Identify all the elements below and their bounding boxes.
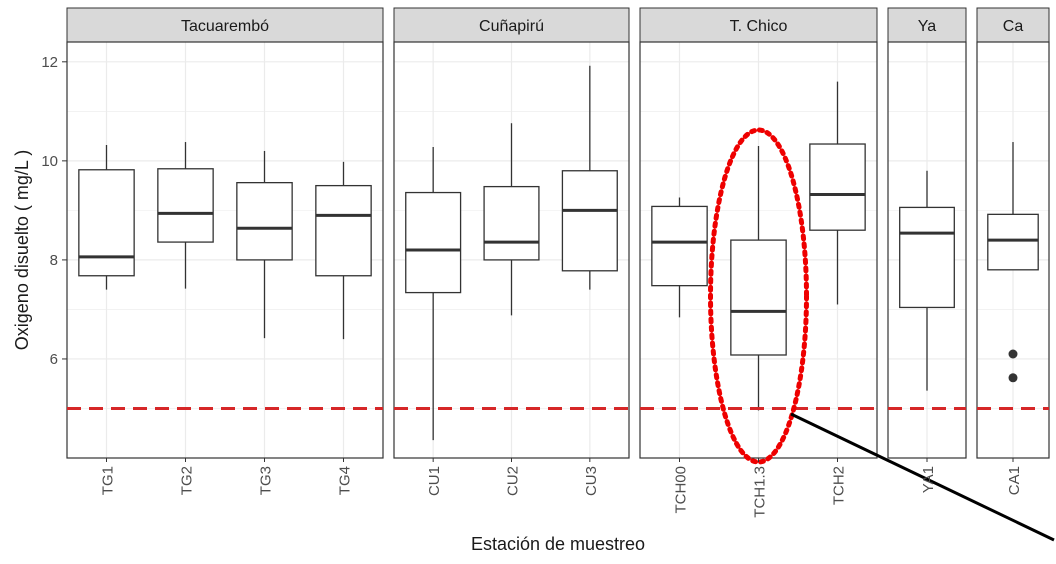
box-iqr	[78, 169, 135, 277]
box-TG4	[315, 161, 372, 340]
box-TCH1.3	[730, 146, 787, 411]
axes-layer: TG1 TG2 TG3 TG4 CU1 CU2 CU3 TCH00 TCH1.3 TCH2 YA1 C…	[12, 54, 1023, 554]
box-iqr	[236, 181, 293, 261]
box-iqr	[899, 206, 955, 309]
y-tick-label: 8	[50, 252, 58, 269]
facet-strip-label: Ca	[1003, 18, 1024, 35]
box-TG2	[157, 142, 214, 289]
x-tick-label: TCH00	[673, 466, 690, 514]
box-iqr	[405, 191, 462, 294]
box-iqr	[651, 205, 708, 287]
box-CU1	[405, 146, 462, 441]
facet-panel: Tacuarembó	[66, 7, 384, 459]
box-iqr	[483, 185, 540, 261]
x-tick-label: TG4	[337, 466, 354, 495]
box-TCH00	[651, 197, 708, 318]
facet-panel: Cuñapirú	[393, 7, 630, 459]
facet-panel: Ya	[887, 7, 967, 459]
facet-strip-label: Tacuarembó	[181, 18, 269, 35]
box-TG3	[236, 150, 293, 339]
panel-border	[66, 41, 384, 459]
y-tick-label: 6	[50, 351, 58, 368]
x-tick-label: TG3	[258, 466, 275, 495]
x-tick-label: CU2	[505, 466, 522, 496]
x-tick-label: TG1	[100, 466, 117, 495]
facet-panel: Ca	[976, 7, 1050, 459]
x-tick-label: CU3	[583, 466, 600, 496]
box-iqr	[730, 239, 787, 356]
y-tick-label: 12	[41, 54, 58, 71]
facet-panel: T. Chico	[639, 7, 878, 459]
facet-strip-label: Cuñapirú	[479, 18, 544, 35]
box-iqr	[157, 168, 214, 243]
box-CA1	[987, 142, 1039, 383]
facet-strip	[393, 7, 630, 43]
facet-strip	[976, 7, 1050, 43]
box-iqr	[315, 184, 372, 277]
y-axis-title: Oxigeno disuelto ( mg/L )	[12, 150, 32, 350]
x-axis-title: Estación de muestreo	[471, 534, 645, 554]
box-iqr	[987, 213, 1039, 271]
outlier-point	[1008, 373, 1018, 383]
facet-strip	[639, 7, 878, 43]
x-tick-label: TG2	[179, 466, 196, 495]
panels-layer: Tacuarembó Cuñapirú T. Chico Ya Ca	[66, 7, 1050, 459]
box-TCH2	[809, 81, 866, 305]
box-iqr	[561, 170, 618, 272]
x-tick-label: TCH2	[831, 466, 848, 505]
x-tick-label: TCH1.3	[752, 466, 769, 518]
x-tick-label: YA1	[920, 466, 937, 493]
y-tick-label: 10	[41, 153, 58, 170]
box-CU2	[483, 123, 540, 316]
x-tick-label: CU1	[426, 466, 443, 496]
facet-strip	[66, 7, 384, 43]
box-iqr	[809, 143, 866, 231]
annotation-pointer-line	[790, 412, 1055, 542]
box-CU3	[561, 65, 618, 290]
x-tick-label: CA1	[1006, 466, 1023, 495]
box-YA1	[899, 170, 955, 391]
outlier-point	[1008, 349, 1018, 359]
facet-strip-label: Ya	[918, 18, 936, 35]
box-TG1	[78, 145, 135, 290]
facet-strip-label: T. Chico	[730, 18, 788, 35]
